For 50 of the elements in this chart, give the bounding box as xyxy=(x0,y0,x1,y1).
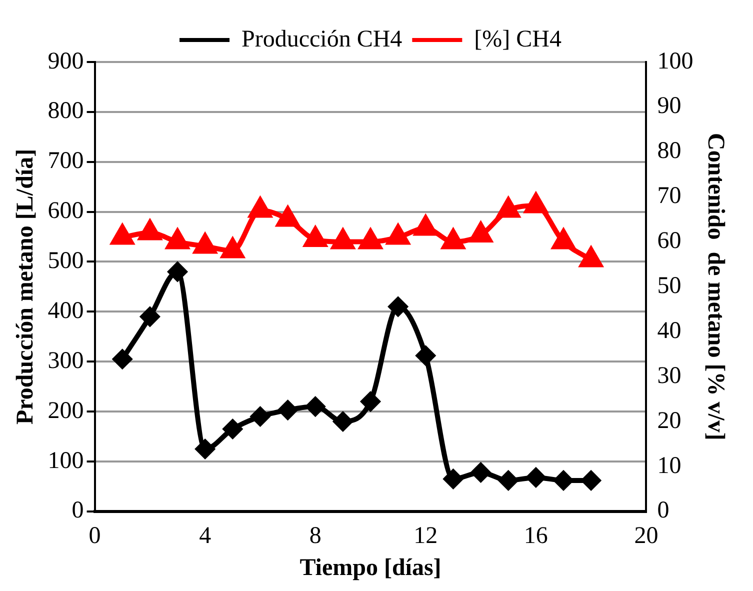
point xyxy=(250,407,270,426)
y-tick-label: 600 xyxy=(48,198,84,224)
y2-tick-label: 80 xyxy=(657,138,682,164)
y2-tick-label: 20 xyxy=(657,408,682,434)
y-tick-label: 500 xyxy=(48,248,84,274)
point xyxy=(498,470,518,490)
x-tick-label: 20 xyxy=(634,523,658,550)
y2-tick-label: 60 xyxy=(657,228,682,254)
y-tick-label: 800 xyxy=(48,98,84,124)
point xyxy=(333,412,352,432)
y-tick-label: 0 xyxy=(72,498,84,524)
x-tick-label: 8 xyxy=(309,523,322,550)
point xyxy=(112,350,132,369)
y2-tick-label: 70 xyxy=(657,183,682,210)
y-tick-label: 400 xyxy=(48,298,84,324)
point xyxy=(168,262,188,282)
y-tick-label: 900 xyxy=(48,48,84,74)
point xyxy=(388,297,408,316)
point xyxy=(196,439,215,458)
x-axis-title: Tiempo [días] xyxy=(300,554,442,581)
y-tick-label: 300 xyxy=(48,348,84,374)
point xyxy=(140,307,160,326)
y2-axis-title: Contenido de metano [% v/v] xyxy=(702,133,728,440)
x-tick-label: 16 xyxy=(524,523,548,550)
y2-tick-label: 50 xyxy=(657,272,682,299)
legend-label: Producción CH4 xyxy=(242,26,402,52)
y-tick-label: 100 xyxy=(48,448,84,474)
x-tick-label: 0 xyxy=(88,523,101,550)
point xyxy=(278,400,298,420)
legend-label: [%] CH4 xyxy=(474,26,562,52)
point xyxy=(416,346,436,366)
y2-tick-label: 40 xyxy=(657,318,682,344)
point xyxy=(526,468,546,487)
point xyxy=(444,469,463,488)
y2-tick-label: 30 xyxy=(657,362,682,389)
y-tick-label: 200 xyxy=(48,398,84,424)
x-tick-label: 4 xyxy=(199,523,212,550)
point xyxy=(223,420,242,439)
x-tick-label: 12 xyxy=(414,523,438,550)
point xyxy=(554,470,573,490)
point xyxy=(306,397,325,416)
point xyxy=(582,470,601,490)
y-axis-title: Producción metano [L/día] xyxy=(12,148,39,424)
y2-tick-label: 10 xyxy=(657,452,682,479)
point xyxy=(471,462,490,482)
y2-tick-label: 90 xyxy=(657,93,682,120)
y-tick-label: 700 xyxy=(48,148,84,174)
point xyxy=(361,392,380,412)
y2-tick-label: 0 xyxy=(657,498,670,524)
y2-tick-label: 100 xyxy=(657,48,694,74)
